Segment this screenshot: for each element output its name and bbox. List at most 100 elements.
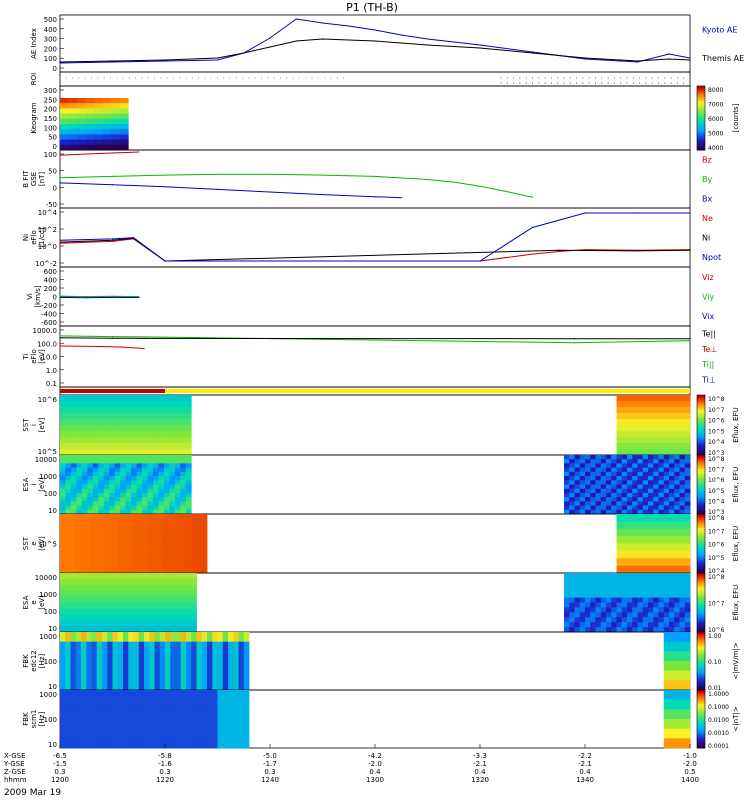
esa-e-cell bbox=[585, 592, 591, 598]
fbk-e-cell bbox=[144, 651, 150, 662]
sst-i-cell bbox=[180, 401, 192, 408]
colorbar-cell bbox=[697, 557, 705, 560]
colorbar-cell bbox=[697, 717, 705, 720]
series-by-point bbox=[164, 174, 166, 176]
series-ne-point bbox=[59, 242, 61, 244]
esa-i-cell bbox=[180, 455, 187, 460]
sst-i-cell bbox=[169, 395, 181, 402]
esa-i-cell bbox=[147, 476, 154, 481]
esa-i-cell bbox=[169, 488, 176, 494]
esa-e-cell bbox=[627, 607, 633, 613]
esa-e-cell bbox=[138, 614, 149, 621]
esa-i-cell bbox=[174, 455, 181, 460]
roi-dot bbox=[324, 77, 326, 79]
colorbar-tick-label: 10^5 bbox=[708, 488, 725, 495]
esa-e-cell bbox=[674, 592, 680, 598]
fbk-b-cell bbox=[154, 728, 163, 739]
colorbar-cell bbox=[697, 472, 705, 476]
fbk-e-cell bbox=[81, 651, 87, 662]
panel-frame-keogram bbox=[59, 85, 691, 151]
esa-i-cell bbox=[658, 471, 665, 477]
keogram-cell bbox=[119, 144, 129, 151]
ylabel-line: FBK bbox=[22, 712, 30, 726]
esa-e-cell bbox=[99, 602, 110, 609]
fbk-e-cell bbox=[175, 680, 182, 691]
fbk-e-cell bbox=[186, 632, 192, 643]
keogram-cell bbox=[111, 129, 121, 135]
fbk-e-cell bbox=[207, 651, 213, 662]
sst-i-cell bbox=[645, 443, 661, 450]
esa-i-cell bbox=[136, 492, 143, 498]
esa-i-cell bbox=[60, 492, 66, 498]
esa-i-cell bbox=[616, 467, 623, 473]
series-ne-point bbox=[584, 249, 586, 251]
fbk-e-cell bbox=[128, 632, 134, 643]
esa-i-cell bbox=[109, 480, 116, 485]
colorbar-cell bbox=[697, 147, 705, 151]
sst-i-cell bbox=[180, 449, 192, 456]
esa-i-cell bbox=[174, 501, 181, 506]
esa-e-cell bbox=[99, 608, 110, 615]
fbk-b-cell bbox=[663, 699, 678, 710]
roi-dot bbox=[431, 77, 433, 79]
esa-e-cell bbox=[648, 573, 654, 579]
colorbar-tick-label: 10^3 bbox=[708, 509, 725, 516]
esa-i-cell bbox=[131, 480, 137, 485]
esa-e-cell bbox=[60, 608, 71, 615]
esa-i-cell bbox=[147, 497, 154, 502]
esa-e-cell bbox=[128, 573, 139, 580]
esa-e-cell bbox=[600, 627, 607, 633]
ytick-label: 10 bbox=[48, 741, 57, 749]
keogram-cell bbox=[85, 129, 95, 135]
fbk-e-cell bbox=[186, 661, 192, 672]
sst-i-cell bbox=[70, 407, 83, 414]
fbk-e-cell bbox=[243, 670, 250, 681]
esa-e-cell bbox=[157, 590, 168, 597]
esa-i-cell bbox=[590, 484, 596, 490]
fbk-b-cell bbox=[99, 719, 108, 730]
esa-i-cell bbox=[611, 497, 617, 502]
esa-e-cell bbox=[674, 622, 680, 628]
fbk-e-cell bbox=[170, 651, 176, 662]
series-ti-point bbox=[573, 342, 576, 344]
esa-i-cell bbox=[684, 488, 691, 494]
esa-e-cell bbox=[108, 596, 119, 603]
ytick-label: 1.0 bbox=[46, 367, 57, 375]
esa-i-cell bbox=[611, 476, 617, 481]
esa-i-cell bbox=[81, 471, 88, 477]
esa-i-cell bbox=[158, 471, 165, 477]
esa-e-cell bbox=[653, 617, 659, 623]
esa-i-cell bbox=[674, 484, 680, 490]
esa-e-cell bbox=[632, 627, 638, 633]
esa-i-cell bbox=[180, 505, 187, 511]
fbk-b-cell bbox=[225, 699, 234, 710]
fbk-b-cell bbox=[209, 738, 218, 749]
fbk-e-cell bbox=[663, 632, 678, 643]
esa-i-cell bbox=[595, 488, 602, 494]
fbk-e-cell bbox=[107, 641, 113, 652]
esa-i-cell bbox=[142, 497, 148, 502]
panel-bar bbox=[59, 386, 691, 396]
sst-i-cell bbox=[103, 449, 116, 456]
time-tick-z: 0.4 bbox=[369, 768, 381, 776]
sst-i-cell bbox=[81, 401, 94, 408]
esa-i-cell bbox=[87, 476, 94, 481]
panel-esa1: ESAi[eV]1010010001000010^310^410^510^610… bbox=[22, 454, 740, 516]
esa-e-cell bbox=[642, 607, 649, 613]
sst-i-cell bbox=[616, 449, 632, 456]
esa-i-cell bbox=[674, 467, 680, 473]
esa-i-cell bbox=[679, 509, 686, 515]
panel-ylabel-keogram: Keogram bbox=[30, 102, 38, 133]
fbk-e-cell bbox=[676, 632, 691, 643]
fbk-b-cell bbox=[67, 690, 77, 701]
fbk-b-cell bbox=[146, 738, 155, 749]
esa-e-cell bbox=[684, 617, 691, 623]
esa-e-cell bbox=[60, 620, 71, 627]
fbk-e-cell bbox=[222, 670, 229, 681]
esa-e-cell bbox=[627, 612, 633, 618]
colorbar-cell bbox=[697, 137, 705, 140]
esa-i-cell bbox=[81, 467, 88, 473]
sst-i-cell bbox=[169, 425, 181, 432]
ytick-label: 1000 bbox=[39, 633, 57, 641]
esa-i-cell bbox=[600, 459, 607, 464]
